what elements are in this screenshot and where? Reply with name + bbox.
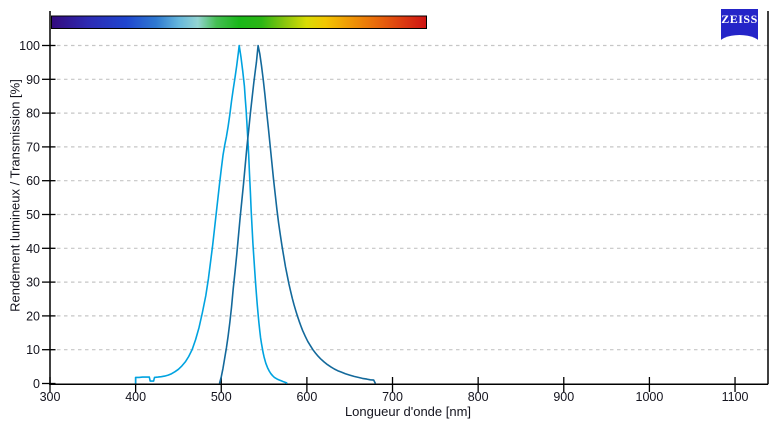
y-tick-label: 30 [26, 276, 40, 290]
x-tick-label: 300 [40, 390, 61, 404]
y-tick-label: 90 [26, 73, 40, 87]
y-tick-label: 80 [26, 107, 40, 121]
y-tick-label: 0 [33, 377, 40, 391]
y-tick-label: 70 [26, 140, 40, 154]
y-tick-label: 10 [26, 343, 40, 357]
x-tick-label: 1100 [722, 390, 749, 404]
excitation-spectrum-curve [134, 44, 288, 385]
emission-spectrum-curve [218, 44, 377, 384]
y-tick-label: 100 [19, 39, 40, 53]
zeiss-logo-lens-icon [721, 35, 758, 42]
y-tick-label: 20 [26, 309, 40, 323]
y-tick-label: 40 [26, 242, 40, 256]
zeiss-logo-text: ZEISS [721, 12, 758, 26]
x-tick-label: 1000 [636, 390, 664, 404]
x-tick-label: 800 [468, 390, 489, 404]
x-tick-label: 900 [553, 390, 574, 404]
y-axis-title: Rendement lumineux / Transmission [%] [7, 79, 23, 312]
x-tick-label: 700 [382, 390, 403, 404]
x-axis-title: Longueur d'onde [nm] [344, 404, 472, 419]
zeiss-logo: ZEISS [721, 9, 758, 42]
x-tick-label: 400 [125, 390, 146, 404]
y-tick-label: 60 [26, 174, 40, 188]
spectrum-colorbar [51, 15, 427, 29]
x-tick-label: 500 [211, 390, 232, 404]
y-tick-label: 50 [26, 208, 40, 222]
x-tick-label: 600 [296, 390, 317, 404]
